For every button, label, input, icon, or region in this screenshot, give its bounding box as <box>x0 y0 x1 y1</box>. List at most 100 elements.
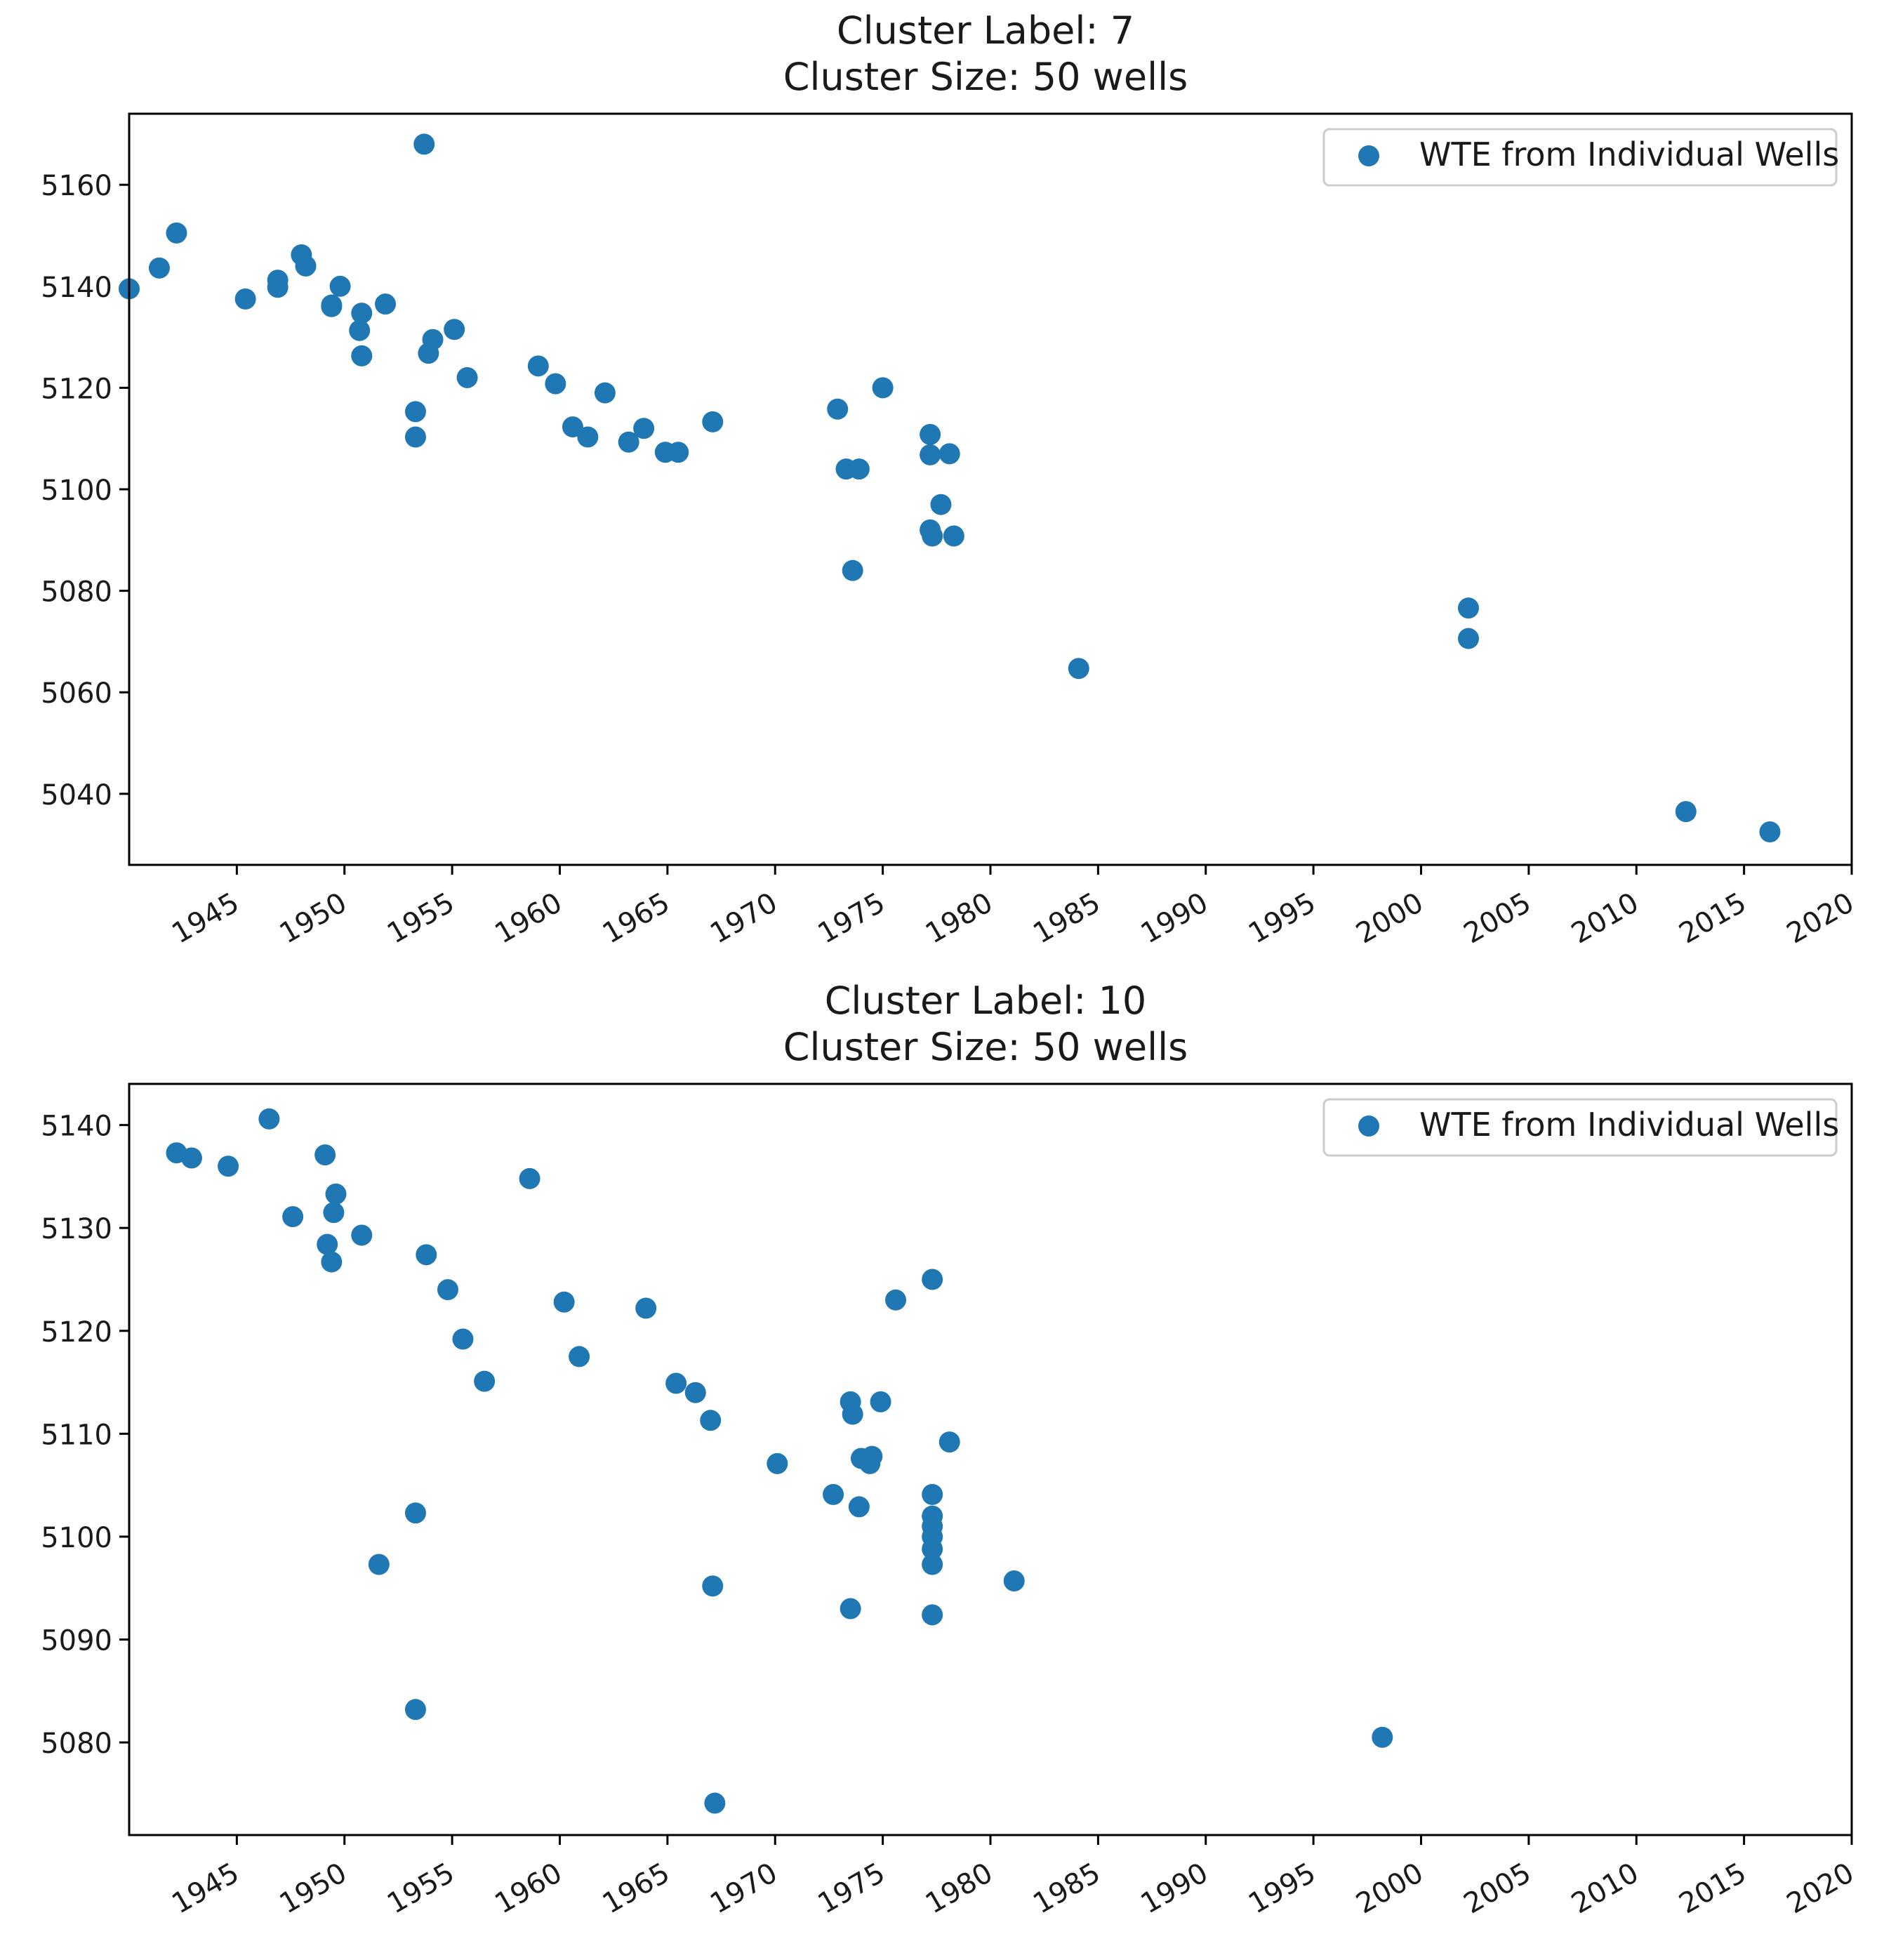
data-point <box>519 1167 540 1189</box>
x-tick-label: 2005 <box>1459 1857 1537 1921</box>
data-point <box>404 1502 426 1524</box>
legend-label: WTE from Individual Wells <box>1419 1106 1839 1144</box>
data-point <box>474 1370 496 1392</box>
x-tick-label: 1945 <box>166 887 244 951</box>
data-point <box>842 559 863 581</box>
data-point <box>665 1372 687 1394</box>
data-point <box>295 255 317 277</box>
x-tick-label: 2015 <box>1673 887 1751 951</box>
data-point <box>870 1391 891 1412</box>
y-tick-label: 5080 <box>41 576 112 609</box>
data-point <box>848 458 870 480</box>
data-point <box>351 345 373 366</box>
data-point <box>553 1291 575 1313</box>
chart-subtitle: Cluster Size: 50 wells <box>783 55 1188 99</box>
x-tick-label: 1965 <box>597 887 675 951</box>
x-tick-label: 2010 <box>1566 887 1644 951</box>
data-point <box>234 288 256 310</box>
data-point <box>767 1452 788 1474</box>
data-point <box>922 1269 943 1290</box>
data-point <box>404 1699 426 1721</box>
x-tick-labels: 1945 1950 1955 1960 1965 1970 1975 1980 1985 1990… <box>166 1857 1859 1921</box>
data-point <box>704 1792 726 1814</box>
data-point <box>668 442 689 463</box>
y-tick-label: 5040 <box>41 779 112 812</box>
x-tick-label: 2020 <box>1782 887 1859 951</box>
x-tick-label: 1950 <box>274 1857 352 1921</box>
data-point <box>1675 801 1697 823</box>
x-tick-label: 1990 <box>1136 1857 1214 1921</box>
data-point <box>823 1483 844 1505</box>
x-tick-label: 1955 <box>382 1857 460 1921</box>
data-point <box>166 222 187 244</box>
x-tick-label: 2005 <box>1459 887 1537 951</box>
x-tick-label: 1980 <box>920 1857 998 1921</box>
x-tick-labels: 1945 1950 1955 1960 1965 1970 1975 1980 1985 1990… <box>166 887 1859 951</box>
data-point <box>920 444 941 465</box>
legend: WTE from Individual Wells <box>1322 128 1839 187</box>
plot-frame <box>128 112 1853 866</box>
data-point <box>444 319 465 340</box>
legend-marker <box>1358 1115 1379 1137</box>
data-point <box>938 1431 960 1453</box>
x-tick-label: 1985 <box>1028 887 1106 951</box>
data-point <box>180 1147 202 1169</box>
legend-box <box>1322 1098 1838 1157</box>
scatter-points <box>166 1108 1393 1814</box>
data-point <box>317 1233 338 1255</box>
data-point <box>351 1224 373 1246</box>
data-point <box>577 426 599 448</box>
y-tick-label: 5160 <box>41 170 112 202</box>
data-point <box>633 418 655 439</box>
y-tick-label: 5120 <box>41 373 112 405</box>
data-point <box>321 296 343 317</box>
data-point <box>351 303 373 324</box>
data-point <box>349 319 371 341</box>
data-point <box>569 1346 590 1368</box>
x-tick-label: 1995 <box>1243 1857 1321 1921</box>
data-point <box>456 366 478 388</box>
data-point <box>700 1410 722 1431</box>
data-point <box>848 1496 870 1518</box>
x-tick-label: 2015 <box>1673 1857 1751 1921</box>
data-point <box>840 1598 861 1620</box>
plot-frame <box>128 1082 1853 1836</box>
data-point <box>452 1328 474 1350</box>
chart-cluster-10: Cluster Label: 10 Cluster Size: 50 wells… <box>41 979 1859 1921</box>
data-point <box>314 1144 336 1166</box>
data-point <box>282 1206 304 1228</box>
legend: WTE from Individual Wells <box>1322 1098 1839 1157</box>
legend-marker <box>1358 145 1379 166</box>
y-tick-labels: 5080 5090 5100 5110 5120 5130 5140 <box>41 1111 112 1760</box>
scatter-points <box>119 133 1781 843</box>
data-point <box>594 382 616 404</box>
data-point <box>872 377 894 399</box>
x-tick-label: 1970 <box>705 887 783 951</box>
y-tick-label: 5120 <box>41 1316 112 1349</box>
x-tick-label: 1985 <box>1028 1857 1106 1921</box>
data-point <box>325 1183 347 1205</box>
data-point <box>842 1403 863 1425</box>
data-point <box>437 1279 458 1301</box>
x-tick-label: 1980 <box>920 887 998 951</box>
data-point <box>930 494 952 515</box>
data-point <box>148 257 170 279</box>
axis-ticks <box>119 1124 1853 1845</box>
data-point <box>404 401 426 423</box>
y-tick-label: 5110 <box>41 1419 112 1451</box>
chart-title: Cluster Label: 10 <box>825 979 1147 1023</box>
y-tick-label: 5100 <box>41 475 112 507</box>
data-point <box>562 416 583 438</box>
data-point <box>527 355 549 377</box>
data-point <box>404 426 426 448</box>
data-point <box>635 1297 657 1319</box>
x-tick-label: 1960 <box>489 1857 567 1921</box>
y-tick-label: 5140 <box>41 1111 112 1143</box>
data-point <box>922 1554 943 1575</box>
x-tick-label: 1945 <box>166 1857 244 1921</box>
data-point <box>702 411 724 432</box>
data-point <box>1068 658 1089 680</box>
x-tick-label: 1990 <box>1136 887 1214 951</box>
data-point <box>375 293 397 315</box>
data-point <box>267 277 288 298</box>
